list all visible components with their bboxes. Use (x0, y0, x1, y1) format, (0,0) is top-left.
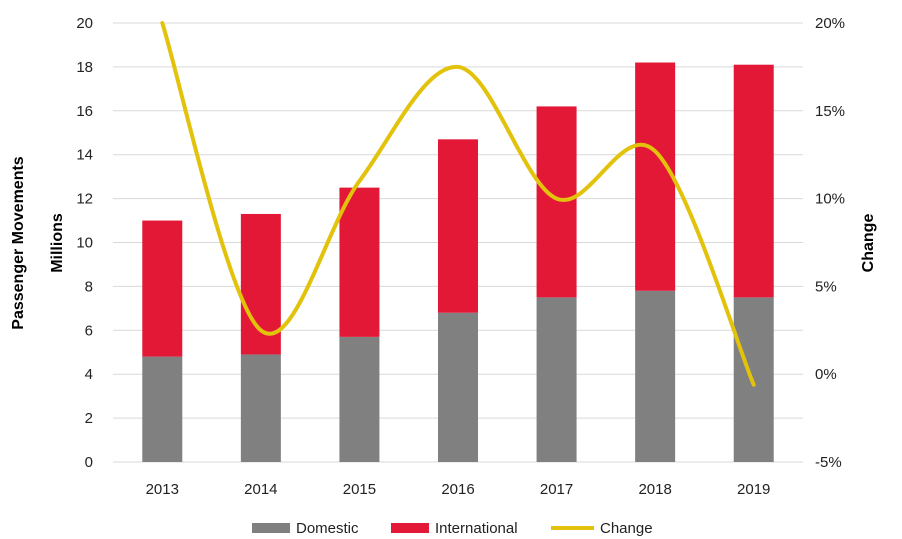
right-axis-ticks: -5% 0% 5% 10% 15% 20% (815, 15, 845, 471)
legend-swatch-international (391, 523, 429, 533)
x-axis-ticks: 2013 2014 2015 2016 2017 2018 2019 (146, 481, 771, 498)
bar-domestic-2014 (240, 354, 281, 462)
legend-label-change: Change (600, 520, 653, 537)
bar-international-2016 (438, 139, 478, 313)
bar-domestic-2016 (438, 312, 478, 462)
y-tick-label: 20 (76, 15, 93, 32)
left-axis-ticks: 0 2 4 6 8 10 12 14 16 18 20 (76, 15, 93, 471)
x-tick-label: 2013 (146, 481, 179, 498)
y-axis-subtitle: Millions (49, 213, 66, 273)
x-tick-label: 2017 (540, 481, 573, 498)
y2-tick-label: 0% (815, 366, 837, 383)
y-tick-label: 2 (85, 410, 93, 427)
y-tick-label: 4 (85, 366, 93, 383)
y-tick-label: 12 (76, 191, 93, 208)
bar-domestic-2015 (339, 336, 380, 462)
bar-domestic-2018 (635, 290, 676, 462)
legend-swatch-domestic (252, 523, 290, 533)
bar-international-2015 (339, 187, 380, 337)
bar-domestic-2017 (536, 297, 577, 462)
y2-tick-label: 20% (815, 15, 845, 32)
bar-international-2018 (635, 62, 676, 291)
change-line (160, 21, 756, 387)
y2-tick-label: 15% (815, 103, 845, 120)
bars (142, 62, 774, 462)
x-tick-label: 2018 (638, 481, 671, 498)
y-tick-label: 18 (76, 59, 93, 76)
bar-international-2013 (142, 220, 183, 357)
y-tick-label: 8 (85, 278, 93, 295)
x-tick-label: 2016 (441, 481, 474, 498)
y-tick-label: 0 (85, 454, 93, 471)
y2-tick-label: 5% (815, 278, 837, 295)
x-tick-label: 2014 (244, 481, 277, 498)
y-axis-title: Passenger Movements (10, 156, 27, 330)
y-tick-label: 16 (76, 103, 93, 120)
bar-domestic-2013 (142, 356, 183, 462)
y-tick-label: 10 (76, 235, 93, 252)
y-tick-label: 6 (85, 322, 93, 339)
bar-international-2017 (536, 106, 577, 298)
legend-label-international: International (435, 520, 518, 537)
x-tick-label: 2015 (343, 481, 376, 498)
y2-tick-label: -5% (815, 454, 842, 471)
change-line-group (160, 21, 756, 387)
y-tick-label: 14 (76, 147, 93, 164)
x-tick-label: 2019 (737, 481, 770, 498)
y2-axis-title: Change (860, 214, 877, 273)
legend: Domestic International Change (252, 520, 653, 537)
bar-international-2019 (733, 64, 774, 298)
y2-tick-label: 10% (815, 191, 845, 208)
legend-label-domestic: Domestic (296, 520, 359, 537)
